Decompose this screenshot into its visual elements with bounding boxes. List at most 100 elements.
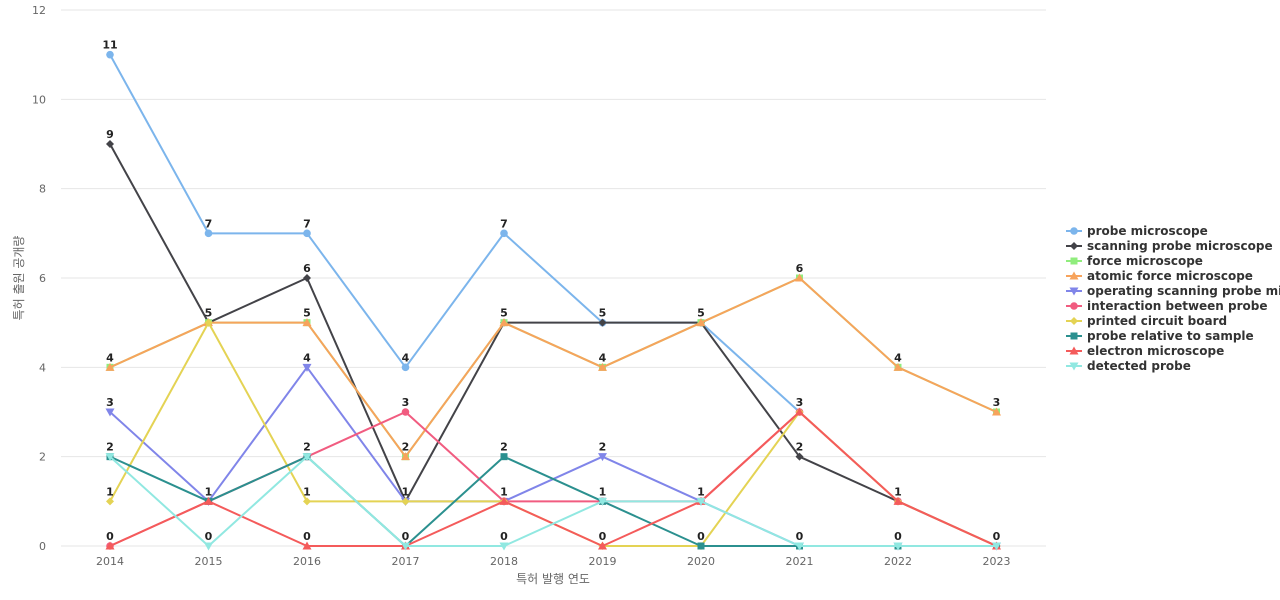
data-point [499,542,509,551]
data-point [992,542,1001,551]
data-label: 1 [500,485,508,498]
data-point [105,362,115,371]
data-label: 0 [205,530,213,543]
series-line [109,143,997,547]
data-point [500,229,508,238]
data-point [992,407,1001,416]
legend-label: electron microscope [1087,344,1224,358]
data-label: 2 [500,441,508,454]
series-0 [106,50,804,416]
legend-item[interactable]: probe microscope [1066,224,1208,238]
data-label: 0 [993,530,1001,543]
series-lines [105,50,1001,551]
x-tick-label: 2016 [293,555,321,568]
y-tick-label: 0 [39,540,46,553]
data-label: 0 [894,530,902,543]
series-4 [105,363,1001,551]
series-line [109,455,997,547]
legend-item[interactable]: interaction between probe [1066,299,1268,313]
data-label: 5 [697,307,705,320]
data-label: 6 [796,262,804,275]
legend-label: probe relative to sample [1087,329,1254,343]
data-label: 1 [303,485,311,498]
data-point [598,541,607,550]
data-point [795,407,804,416]
data-point [303,229,311,238]
legend-item[interactable]: force microscope [1066,254,1203,268]
x-tick-label: 2021 [786,555,814,568]
x-axis-title: 특허 발행 연도 [516,571,590,586]
series-9 [105,453,1001,551]
legend-item[interactable]: electron microscope [1066,344,1224,358]
data-point [303,274,311,282]
data-label: 4 [303,351,311,364]
data-label: 4 [599,351,607,364]
legend-label: force microscope [1087,254,1203,268]
data-point [893,362,903,371]
data-label: 1 [106,485,114,498]
legend-label: atomic force microscope [1087,269,1253,283]
legend-item[interactable]: scanning probe microscope [1066,239,1273,253]
data-label: 9 [106,128,114,141]
data-label: 1 [894,485,902,498]
legend-item[interactable]: probe relative to sample [1066,329,1254,343]
data-label: 7 [205,217,213,230]
data-label: 0 [402,530,410,543]
data-point [598,497,607,506]
y-tick-label: 4 [39,361,46,374]
data-label: 1 [599,485,607,498]
data-point [302,453,312,462]
data-label: 0 [697,530,705,543]
data-point [795,452,804,461]
data-label: 6 [303,262,311,275]
y-axis-ticks: 0 2 4 6 8 10 12 [32,4,46,553]
legend-label: printed circuit board [1087,314,1227,328]
data-point [500,453,508,461]
data-point [401,497,410,506]
x-tick-label: 2018 [490,555,518,568]
data-point [499,496,509,505]
data-label: 0 [796,530,804,543]
data-point [106,497,114,506]
data-point [795,273,804,282]
legend-marker [1069,346,1079,355]
data-label: 1 [697,485,705,498]
series-line [109,54,801,413]
legend-label: scanning probe microscope [1087,239,1273,253]
data-label: 2 [106,441,114,454]
data-point [697,542,705,550]
data-point [105,453,115,462]
data-label: 5 [303,307,311,320]
data-label: 7 [303,217,311,230]
data-label: 3 [106,396,114,409]
data-labels: 1194321075107654210432107521054210510632… [102,39,1000,543]
legend-label: detected probe [1087,359,1191,373]
legend-marker [1070,332,1078,340]
series-3 [105,273,1001,461]
data-point [204,542,213,551]
legend-marker [1069,362,1079,371]
data-point [499,318,509,327]
data-point [696,497,706,506]
x-tick-label: 2020 [687,555,715,568]
legend-item[interactable]: atomic force microscope [1066,269,1253,283]
data-point [303,497,311,506]
x-tick-label: 2017 [392,555,420,568]
data-label: 2 [796,441,804,454]
legend-item[interactable]: detected probe [1066,359,1191,373]
data-point [105,541,115,550]
data-point [696,318,706,327]
legend-item[interactable]: printed circuit board [1066,314,1227,328]
y-tick-label: 2 [39,451,46,464]
data-point [302,541,312,550]
x-tick-label: 2014 [96,555,124,568]
x-axis-ticks: 2014 2015 2016 2017 2018 2019 2020 2021 2022 2023 [96,555,1011,568]
data-point [893,496,903,505]
data-label: 2 [303,441,311,454]
legend-label: interaction between probe [1087,299,1268,313]
x-tick-label: 2023 [983,555,1011,568]
data-point [401,408,410,416]
data-point [204,229,213,238]
legend-item[interactable]: operating scanning probe mi... [1066,284,1280,298]
